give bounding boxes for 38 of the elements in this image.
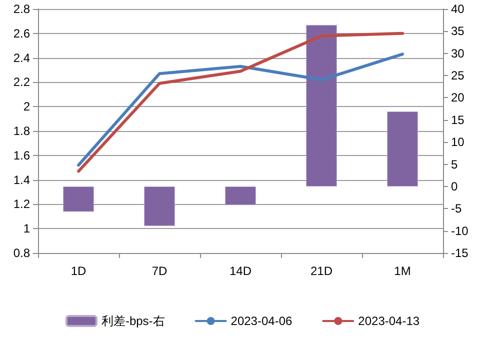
line-series: [77, 32, 404, 173]
y-tick-label: 0.8: [13, 246, 30, 260]
y-tick-label: 2.8: [13, 2, 30, 16]
y-tick-label: 2.4: [13, 50, 30, 65]
y2-tick-label: 15: [451, 112, 465, 127]
y2-tick-label: -15: [451, 246, 469, 260]
bar: [63, 186, 94, 212]
y2-tick-label: -5: [451, 202, 462, 216]
bar: [144, 186, 175, 226]
line-series: [77, 52, 404, 167]
y2-tick-label: 20: [451, 90, 465, 105]
bar: [225, 186, 256, 206]
x-tick-label: 7D: [152, 264, 168, 278]
legend-label: 2023-04-13: [358, 314, 420, 328]
y2-tick-label: 25: [451, 68, 465, 83]
y2-tick-label: 40: [451, 2, 465, 16]
y-tick-label: 1: [23, 222, 30, 236]
x-tick-label: 1M: [394, 264, 411, 278]
legend-label: 利差-bps-右: [101, 314, 165, 328]
y-tick-label: 1.8: [13, 124, 30, 138]
legend-label: 2023-04-06: [230, 314, 292, 328]
x-tick-label: 21D: [310, 264, 333, 278]
y-tick-label: 2.6: [13, 26, 30, 40]
y-tick-label: 2: [23, 100, 30, 114]
y2-tick-label: 35: [451, 24, 465, 38]
bar: [306, 24, 337, 186]
y2-tick-label: 30: [451, 46, 465, 60]
x-tick-label: 1D: [70, 264, 86, 278]
bar: [387, 111, 418, 186]
y2-tick-label: 10: [451, 135, 465, 150]
y2-tick-label: -10: [451, 224, 469, 238]
x-tick-label: 14D: [229, 264, 252, 278]
y-tick-label: 2.2: [13, 75, 30, 90]
y2-tick-label: 5: [451, 157, 458, 172]
y2-tick-label: 0: [451, 179, 458, 194]
y-tick-label: 1.6: [13, 148, 30, 162]
y-tick-label: 1.2: [13, 197, 30, 212]
y-tick-label: 1.4: [13, 172, 30, 187]
